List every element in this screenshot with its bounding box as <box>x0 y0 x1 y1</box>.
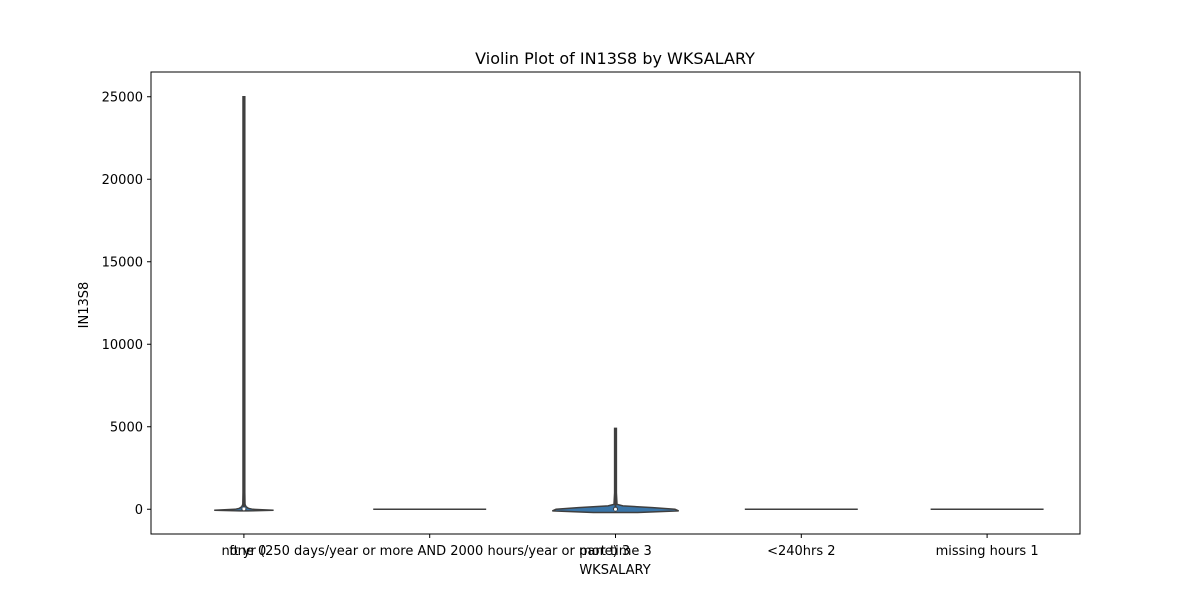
y-tick-label: 25000 <box>102 90 143 105</box>
violin-median <box>242 507 246 511</box>
violin-0 <box>214 96 274 512</box>
y-tick-label: 20000 <box>102 173 143 188</box>
x-tick-label: none 0 <box>221 544 266 559</box>
x-axis-label: WKSALARY <box>579 563 650 578</box>
x-tick-label: <240hrs 2 <box>767 544 835 559</box>
x-tick-label: missing hours 1 <box>936 544 1039 559</box>
violin-2 <box>552 427 679 514</box>
y-tick-label: 0 <box>135 503 143 518</box>
y-tick-label: 15000 <box>102 255 143 270</box>
y-tick-label: 5000 <box>110 420 143 435</box>
y-axis-ticks: 0 5000 10000 15000 20000 25000 <box>102 90 151 518</box>
x-tick-label: ft yr (250 days/year or more AND 2000 ho… <box>229 544 630 559</box>
violin-median <box>614 507 617 511</box>
chart-title: Violin Plot of IN13S8 by WKSALARY <box>475 49 755 68</box>
y-axis-label: IN13S8 <box>77 282 92 329</box>
x-tick-label: part time 3 <box>579 544 652 559</box>
x-axis-ticks: none 0ft yr (250 days/year or more AND 2… <box>221 534 1039 559</box>
y-tick-label: 10000 <box>102 338 143 353</box>
plot-area <box>214 96 1044 514</box>
